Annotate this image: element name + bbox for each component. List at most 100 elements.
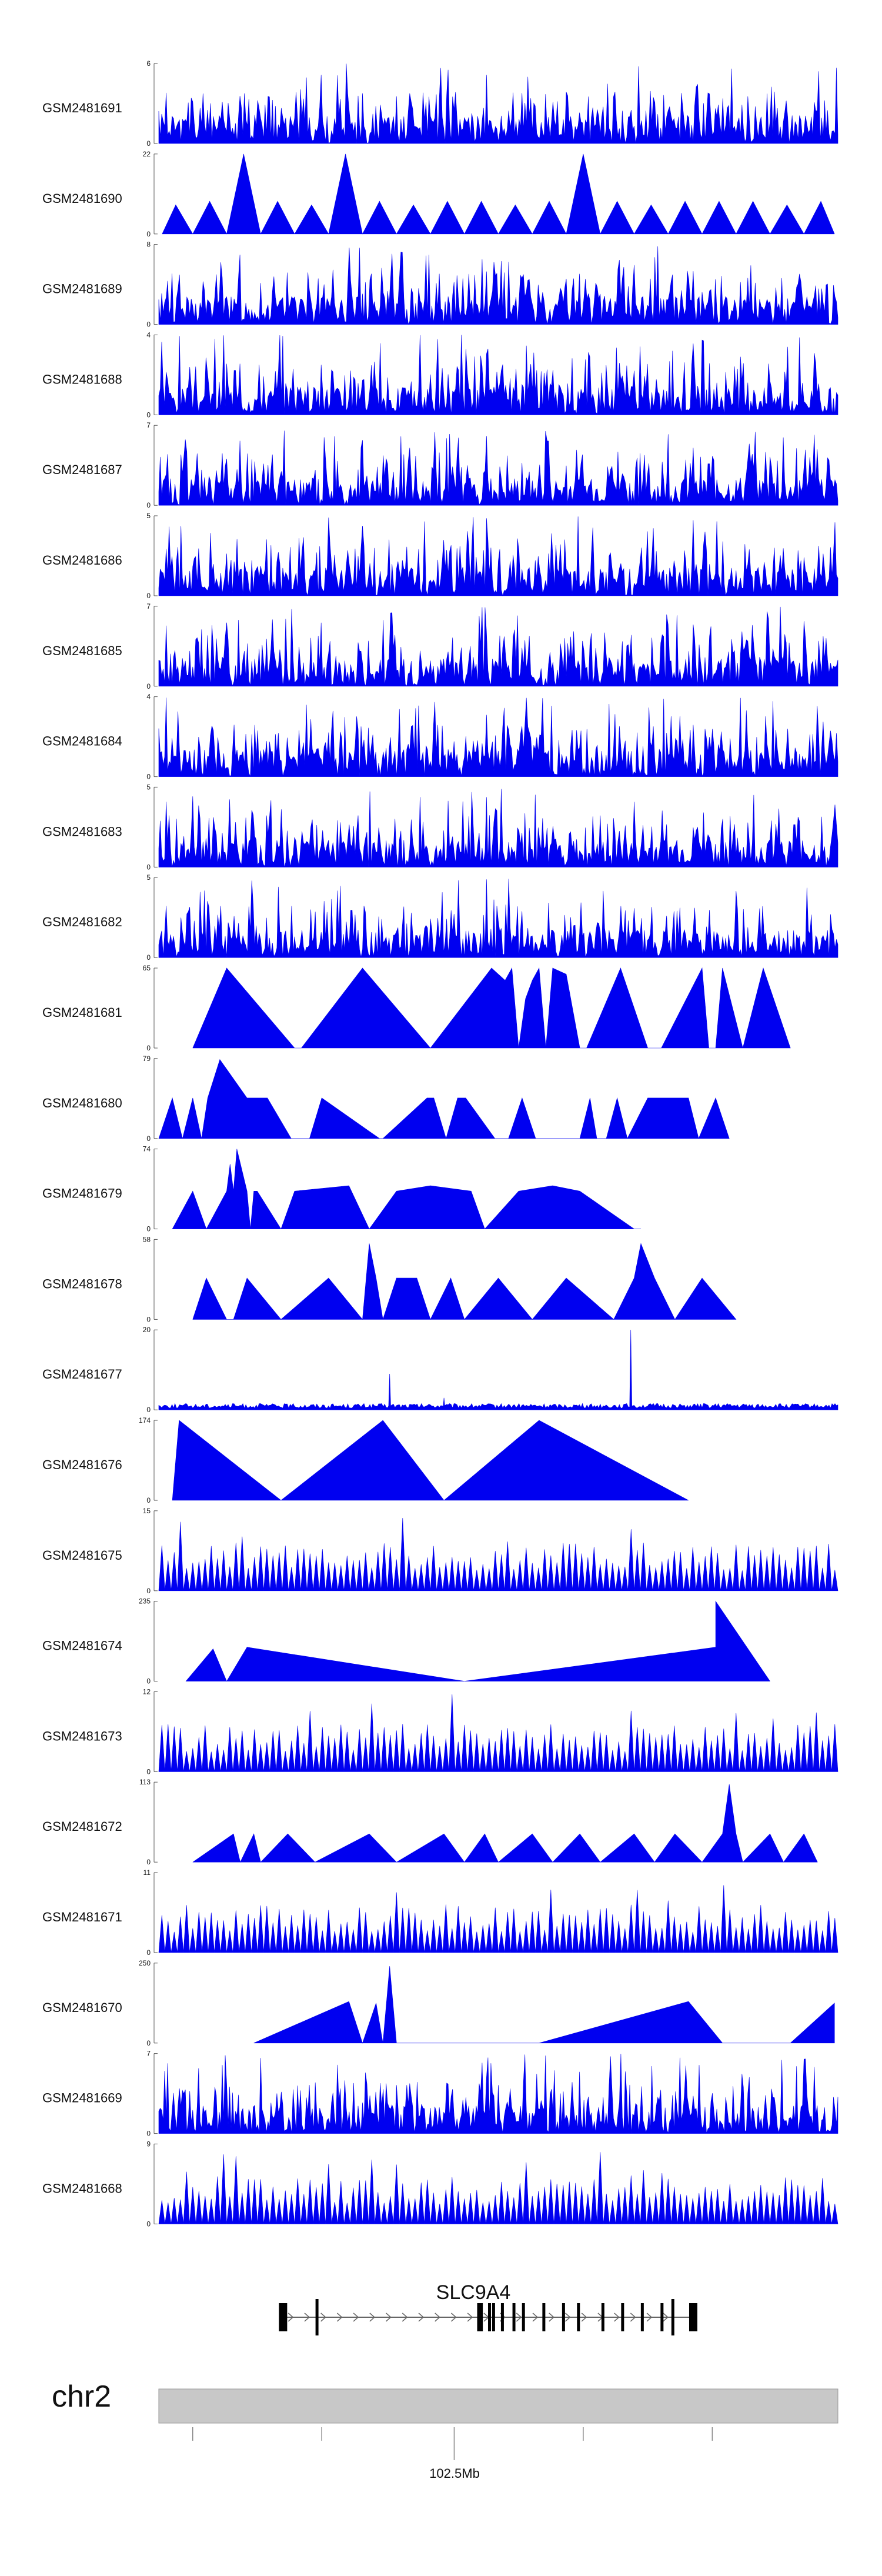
track-label: GSM2481684 [42,734,122,749]
gene-exon [522,2303,525,2331]
track-label: GSM2481676 [42,1457,122,1472]
gene-exon [621,2303,624,2331]
track-label: GSM2481689 [42,282,122,296]
y-tick-label-max: 174 [139,1416,151,1424]
y-tick-label-max: 5 [146,512,151,520]
y-tick-label-min: 0 [146,1858,151,1866]
track-GSM2481683: GSM2481683 5 0 [42,783,838,871]
track-GSM2481680: GSM2481680 79 0 [42,1055,730,1143]
y-tick-label-min: 0 [146,139,151,148]
coverage-area [158,2054,838,2134]
strand-arrow [646,2313,653,2322]
y-tick-label-max: 6 [146,59,151,68]
y-tick-label-min: 0 [146,2130,151,2138]
coverage-area [158,1330,838,1410]
coverage-area [158,789,838,867]
gene-exon [477,2303,480,2331]
y-tick-label-max: 7 [146,602,151,610]
gene-exon [542,2303,546,2331]
strand-arrow [467,2313,473,2322]
gene-exon [500,2303,504,2331]
coverage-area [158,246,838,325]
y-tick-label-min: 0 [146,2220,151,2228]
y-tick-label-min: 0 [146,1406,151,1414]
chromosome-band [158,2388,838,2424]
track-GSM2481671: GSM2481671 11 0 [42,1868,838,1957]
track-GSM2481674: GSM2481674 235 0 [42,1597,771,1686]
strand-arrow [353,2313,359,2322]
track-GSM2481672: GSM2481672 113 0 [42,1778,818,1866]
strand-arrow [630,2313,636,2322]
gene-exon [562,2303,565,2331]
track-label: GSM2481679 [42,1186,122,1201]
track-label: GSM2481670 [42,2000,122,2015]
strand-arrow [288,2313,294,2322]
track-label: GSM2481691 [42,101,122,115]
y-tick-label-max: 5 [146,873,151,882]
strand-arrow [532,2313,539,2322]
gene-exon [480,2303,483,2331]
y-tick-label-max: 20 [143,1326,151,1334]
strand-arrow [369,2313,375,2322]
gene-exon [492,2303,495,2331]
y-tick-label-min: 0 [146,1496,151,1504]
y-tick-label-min: 0 [146,411,151,419]
gene-exon [512,2303,516,2331]
gene-exon [601,2303,604,2331]
track-label: GSM2481683 [42,824,122,839]
track-GSM2481685: GSM2481685 7 0 [42,602,838,690]
track-label: GSM2481688 [42,372,122,386]
track-GSM2481682: GSM2481682 5 0 [42,873,838,962]
y-tick-label-min: 0 [146,953,151,962]
y-tick-label-min: 0 [146,773,151,781]
track-label: GSM2481672 [42,1819,122,1834]
strand-arrow [614,2313,620,2322]
strand-arrow [516,2313,522,2322]
track-label: GSM2481682 [42,915,122,929]
y-tick-label-max: 250 [139,1959,151,1967]
track-GSM2481689: GSM2481689 8 0 [42,241,838,329]
track-label: GSM2481678 [42,1276,122,1291]
track-label: GSM2481680 [42,1096,122,1110]
coverage-area [158,606,838,687]
strand-arrow [418,2313,425,2322]
y-tick-label-max: 4 [146,693,151,701]
track-GSM2481668: GSM2481668 9 0 [42,2140,838,2228]
coverage-area [158,1694,838,1772]
track-label: GSM2481668 [42,2181,122,2195]
coverage-area [172,1149,642,1230]
y-tick-label-max: 65 [143,964,151,972]
gene-exon [689,2303,697,2331]
gene-exon [640,2303,644,2331]
position-label: 102.5Mb [429,2466,480,2481]
strand-arrow [402,2313,408,2322]
track-GSM2481684: GSM2481684 4 0 [42,693,838,781]
y-tick-label-min: 0 [146,1044,151,1052]
track-GSM2481690: GSM2481690 22 0 [42,150,835,238]
gene-exon [577,2303,580,2331]
y-tick-label-max: 22 [143,150,151,158]
gene-exon [315,2299,319,2335]
track-GSM2481677: GSM2481677 20 0 [42,1326,838,1414]
track-GSM2481678: GSM2481678 58 0 [42,1235,737,1323]
y-tick-label-max: 7 [146,421,151,429]
strand-arrow [320,2313,326,2322]
coverage-area [192,967,791,1049]
gene-exon [487,2303,491,2331]
track-GSM2481686: GSM2481686 5 0 [42,512,838,600]
strand-arrow [435,2313,440,2322]
track-label: GSM2481687 [42,462,122,477]
y-tick-label-max: 113 [139,1778,151,1786]
y-tick-label-min: 0 [146,501,151,509]
y-tick-label-max: 79 [143,1055,151,1063]
track-label: GSM2481685 [42,643,122,658]
y-tick-label-min: 0 [146,682,151,690]
gene-model: SLC9A4 [279,2281,697,2335]
y-tick-label-max: 7 [146,2050,151,2058]
track-label: GSM2481674 [42,1639,122,1653]
coverage-area [158,1518,838,1591]
coverage-area [185,1600,771,1682]
coverage-area [158,1059,730,1139]
track-label: GSM2481681 [42,1005,122,1020]
